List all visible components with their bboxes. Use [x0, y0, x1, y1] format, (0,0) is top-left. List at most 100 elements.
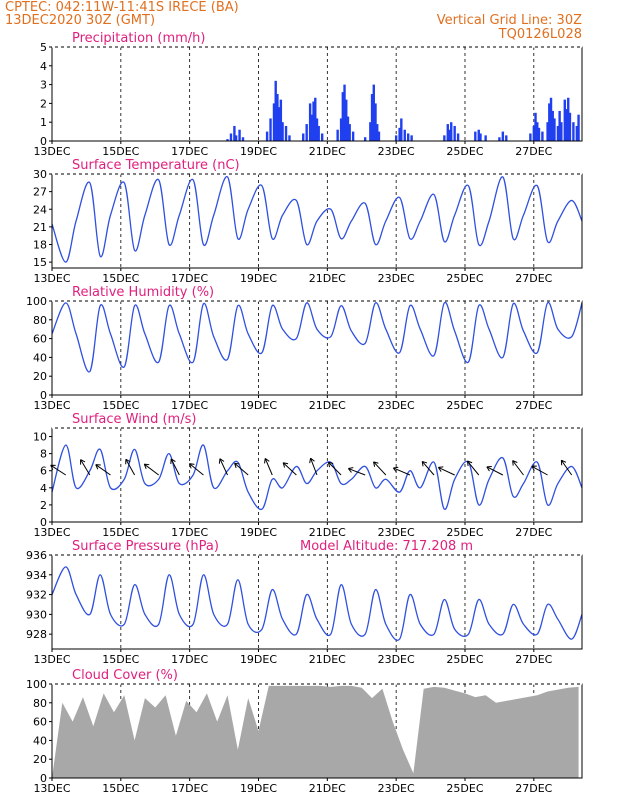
x-tick-label: 19DEC	[240, 782, 277, 795]
y-tick-label: 15	[33, 256, 47, 269]
wind-arrow	[264, 458, 273, 476]
y-tick-label: 4	[40, 60, 47, 73]
wind-arrow	[393, 467, 411, 476]
wind-arrow-head	[234, 462, 240, 469]
y-tick-label: 0	[40, 772, 47, 785]
precip-bar	[272, 103, 276, 141]
precip-bar	[446, 124, 449, 141]
x-tick-label: 17DEC	[171, 782, 208, 795]
precip-bar	[410, 135, 413, 141]
precip-bar	[448, 129, 451, 141]
x-tick-label: 13DEC	[33, 782, 70, 795]
precip-bar	[281, 122, 284, 141]
precip-bar	[265, 131, 269, 141]
precip-bar	[551, 110, 554, 141]
header-title-right-2: TQ0126L028	[498, 27, 582, 42]
precip-bar	[339, 118, 343, 141]
panel-3	[49, 427, 583, 525]
y-tick-label: 928	[26, 628, 47, 641]
precip-bar	[234, 135, 238, 141]
precip-bar	[456, 133, 460, 141]
wind-arrow-head	[347, 467, 354, 473]
precip-bar	[274, 80, 277, 141]
x-tick-label: 21DEC	[309, 399, 346, 412]
panel-2	[49, 300, 583, 398]
x-tick-label: 21DEC	[309, 653, 346, 666]
y-tick-label: 4	[40, 482, 47, 495]
precip-bar	[310, 114, 314, 141]
cloud-area	[52, 685, 579, 778]
precip-bar	[549, 97, 553, 141]
y-tick-label: 30	[33, 168, 47, 181]
wind-arrow	[438, 466, 455, 476]
precip-bar	[567, 97, 570, 141]
wind-arrow	[373, 461, 387, 476]
precip-bar	[537, 127, 541, 141]
wind-arrow-head	[143, 463, 150, 469]
y-tick-label: 930	[26, 608, 47, 621]
precip-bar	[443, 135, 446, 141]
precip-bar	[534, 112, 537, 141]
x-tick-label: 23DEC	[378, 526, 415, 539]
y-tick-label: 934	[26, 569, 47, 582]
precip-bar	[269, 118, 272, 141]
wind-arrow	[144, 463, 159, 476]
wind-arrow-head	[466, 460, 473, 467]
x-tick-label: 25DEC	[446, 272, 483, 285]
wind-arrow	[421, 461, 435, 476]
x-tick-label: 19DEC	[240, 653, 277, 666]
wind-arrow	[282, 462, 297, 476]
x-tick-label: 17DEC	[171, 399, 208, 412]
precip-bar	[398, 127, 401, 141]
precip-bar	[572, 122, 575, 141]
precip-bar	[400, 118, 403, 141]
y-tick-label: 8	[40, 448, 47, 461]
x-tick-label: 27DEC	[515, 782, 552, 795]
precip-bar	[568, 112, 572, 141]
x-tick-label: 27DEC	[515, 526, 552, 539]
panel-title: Surface Temperature (nC)	[72, 158, 240, 173]
panel-0	[49, 46, 583, 144]
x-tick-label: 17DEC	[171, 526, 208, 539]
x-tick-label: 15DEC	[102, 782, 139, 795]
x-tick-label: 25DEC	[446, 653, 483, 666]
x-tick-label: 27DEC	[515, 399, 552, 412]
wind-arrow-head	[170, 458, 176, 464]
precip-bar	[345, 99, 348, 141]
wind-arrow-head	[486, 465, 492, 472]
x-tick-label: 13DEC	[33, 272, 70, 285]
x-tick-label: 17DEC	[171, 145, 208, 158]
y-tick-label: 2	[40, 97, 47, 110]
y-tick-label: 80	[33, 314, 47, 327]
x-tick-label: 13DEC	[33, 145, 70, 158]
wind-arrow-head	[309, 457, 315, 464]
wind-arrow-head	[437, 466, 444, 472]
x-tick-label: 23DEC	[378, 653, 415, 666]
x-tick-label: 21DEC	[309, 526, 346, 539]
x-tick-label: 25DEC	[446, 145, 483, 158]
header-title-left-1: CPTEC: 042:11W-11:41S IRECE (BA)	[5, 0, 239, 15]
precip-bar	[233, 125, 236, 141]
precip-bar	[560, 122, 563, 141]
precip-bar	[577, 114, 580, 141]
precip-bar	[320, 133, 324, 141]
wind-arrow-head	[327, 461, 334, 468]
precip-bar	[374, 103, 377, 141]
wind-arrow	[219, 458, 228, 476]
panel-5	[49, 683, 583, 781]
x-tick-label: 17DEC	[171, 272, 208, 285]
wind-arrow	[125, 459, 136, 476]
x-tick-label: 15DEC	[102, 526, 139, 539]
x-tick-label: 21DEC	[309, 145, 346, 158]
y-tick-label: 0	[40, 135, 47, 148]
precip-bar	[575, 125, 579, 141]
precip-bar	[407, 133, 410, 141]
precip-bar	[541, 131, 544, 141]
wind-arrow	[560, 459, 573, 476]
x-tick-label: 21DEC	[309, 272, 346, 285]
x-tick-label: 17DEC	[171, 653, 208, 666]
y-tick-label: 5	[40, 41, 47, 54]
panel-1	[49, 173, 583, 271]
y-tick-label: 40	[33, 734, 47, 747]
wind-arrow-head	[95, 464, 101, 470]
